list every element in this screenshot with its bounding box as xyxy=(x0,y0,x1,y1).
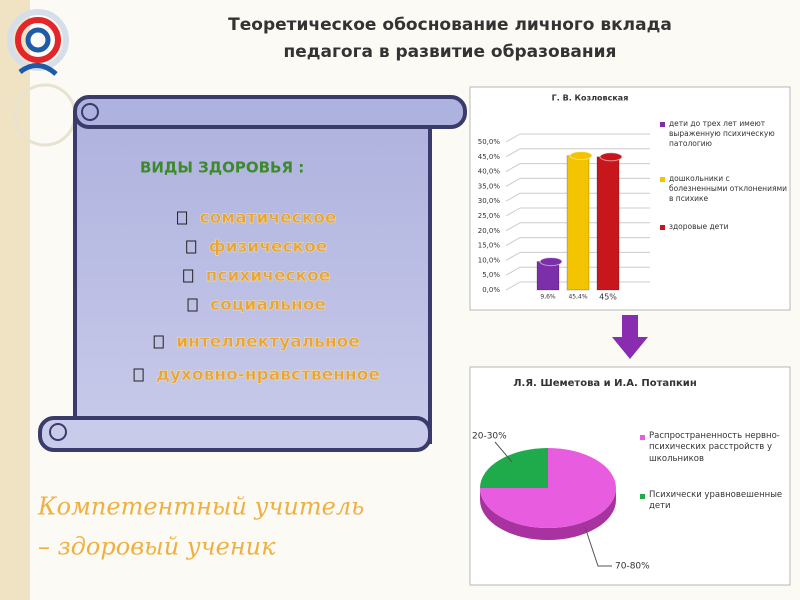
y-tick-label: 35,0% xyxy=(478,182,501,190)
legend-swatch xyxy=(660,122,665,127)
chart-title: Г. В. Козловская xyxy=(552,94,629,103)
bullet xyxy=(187,298,198,312)
bullet xyxy=(177,211,188,225)
pie-slice xyxy=(480,448,548,488)
pie-slice xyxy=(480,448,616,528)
motto: – здоровый ученик xyxy=(38,533,276,561)
grid-line xyxy=(505,237,521,247)
grid-line xyxy=(505,192,521,202)
y-tick-label: 5,0% xyxy=(482,271,500,279)
grid-line xyxy=(505,177,521,187)
y-tick-label: 15,0% xyxy=(478,242,501,250)
y-tick-label: 30,0% xyxy=(478,197,501,205)
legend-label: Распространенность нервно-психических ра… xyxy=(649,431,780,464)
bar-top xyxy=(539,257,563,267)
bar xyxy=(566,155,590,291)
grid-line xyxy=(505,148,521,158)
pie-side xyxy=(480,488,616,540)
arrow-down xyxy=(612,315,648,359)
scroll-item: социальное xyxy=(210,295,326,315)
bullet xyxy=(186,240,197,254)
legend-label: Психически уравновешенные дети xyxy=(649,490,783,512)
y-tick-label: 20,0% xyxy=(478,227,501,235)
scroll-item: соматическое xyxy=(200,208,337,228)
legend-swatch xyxy=(640,494,645,499)
value-label: 20-30% xyxy=(472,432,507,442)
grid-line xyxy=(505,281,521,291)
legend-label: здоровые дети xyxy=(669,222,729,231)
y-tick-label: 40,0% xyxy=(478,168,501,176)
y-tick-label: 0,0% xyxy=(482,286,500,294)
leader xyxy=(584,526,612,567)
bar xyxy=(596,156,620,291)
title-line: Теоретическое обоснование личного вклада xyxy=(228,15,672,35)
value-label: 9,6% xyxy=(540,294,556,301)
legend-swatch xyxy=(660,177,665,182)
scroll-item: духовно-нравственное xyxy=(156,365,380,385)
motto: Компетентный учитель xyxy=(37,493,364,521)
side-stripe xyxy=(0,0,30,600)
bar-top xyxy=(599,152,623,162)
legend-label: дошкольники с болезненными отклонениями … xyxy=(669,174,787,204)
bullet xyxy=(133,368,144,382)
pie-chart-frame xyxy=(469,366,791,586)
y-tick-label: 10,0% xyxy=(478,256,501,264)
scroll-item: психическое xyxy=(206,266,331,286)
chart-title: Л.Я. Шеметова и И.А. Потапкин xyxy=(513,378,697,389)
grid-line xyxy=(505,222,521,232)
bar-chart-frame xyxy=(469,86,791,311)
y-tick-label: 50,0% xyxy=(478,138,501,146)
title-line: педагога в развитие образования xyxy=(284,42,617,62)
scroll-heading: ВИДЫ ЗДОРОВЬЯ : xyxy=(140,159,304,177)
grid-line xyxy=(505,207,521,217)
bullet xyxy=(183,269,194,283)
value-label: 45% xyxy=(599,293,617,302)
y-tick-label: 45,0% xyxy=(478,153,501,161)
scroll-item: физическое xyxy=(209,237,328,257)
grid-line xyxy=(505,133,521,143)
scroll xyxy=(38,95,467,452)
legend-swatch xyxy=(660,225,665,230)
value-label: 70-80% xyxy=(615,562,650,572)
y-tick-label: 25,0% xyxy=(478,212,501,220)
legend-label: дети до трех лет имеют выраженную психич… xyxy=(669,119,775,149)
grid-line xyxy=(505,251,521,261)
value-label: 45,4% xyxy=(568,294,587,301)
bar-top xyxy=(569,151,593,161)
grid-line xyxy=(505,266,521,276)
legend-swatch xyxy=(640,435,645,440)
leader xyxy=(494,441,513,463)
scroll-item: интеллектуальное xyxy=(176,332,360,352)
bullet xyxy=(153,335,164,349)
grid-line xyxy=(505,163,521,173)
